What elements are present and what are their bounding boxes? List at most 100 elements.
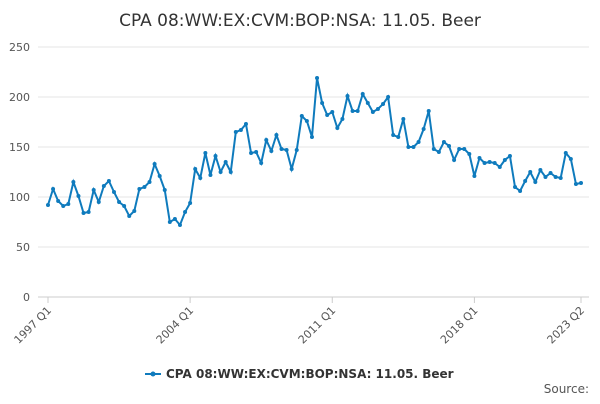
point: [172, 217, 177, 221]
point: [71, 180, 76, 184]
point: [264, 138, 269, 142]
point: [249, 151, 254, 155]
point: [51, 187, 56, 191]
point: [183, 210, 188, 214]
point: [122, 204, 127, 208]
y-tick-label: 250: [9, 41, 30, 54]
point: [472, 174, 477, 178]
x-tick-label: 2018 Q1: [438, 304, 481, 347]
point: [243, 122, 248, 126]
point: [111, 190, 116, 194]
chart-title: CPA 08:WW:EX:CVM:BOP:NSA: 11.05. Beer: [119, 11, 481, 31]
point: [152, 162, 157, 166]
point: [436, 150, 441, 154]
x-tick-label: 2004 Q1: [154, 304, 197, 347]
point: [477, 156, 482, 160]
point: [218, 170, 223, 174]
point: [523, 179, 528, 183]
point: [304, 119, 309, 123]
point: [518, 189, 523, 193]
point: [421, 127, 426, 131]
y-tick-label: 100: [9, 191, 30, 204]
point: [254, 150, 259, 154]
point: [157, 174, 162, 178]
point: [543, 175, 548, 179]
point: [528, 170, 533, 174]
point: [309, 135, 314, 139]
point: [502, 158, 507, 162]
point: [81, 211, 86, 215]
point: [447, 144, 452, 148]
point: [350, 109, 355, 113]
legend-label: CPA 08:WW:EX:CVM:BOP:NSA: 11.05. Beer: [166, 367, 454, 381]
point: [335, 126, 340, 130]
y-tick-label: 150: [9, 141, 30, 154]
point: [61, 204, 66, 208]
point: [340, 117, 345, 121]
point: [294, 148, 299, 152]
y-tick-label: 50: [16, 241, 30, 254]
x-tick-label: 2011 Q1: [296, 304, 339, 347]
point: [106, 179, 111, 183]
point: [315, 76, 320, 80]
point: [56, 199, 61, 203]
point: [375, 107, 380, 111]
x-tick-label: 1997 Q1: [12, 304, 55, 347]
point: [147, 180, 152, 184]
point: [274, 133, 279, 137]
point: [426, 109, 431, 113]
point: [269, 149, 274, 153]
source: Source:: [544, 382, 589, 396]
x-tick-label: 2023 Q2: [545, 304, 588, 347]
point: [76, 194, 81, 198]
point: [96, 200, 101, 204]
point: [325, 113, 330, 117]
point: [381, 102, 386, 106]
point: [289, 167, 294, 171]
point: [46, 203, 50, 207]
point: [223, 160, 228, 164]
point: [259, 161, 264, 165]
point: [441, 140, 446, 144]
point: [177, 223, 182, 227]
point: [411, 145, 416, 149]
point: [228, 170, 233, 174]
point: [127, 214, 132, 218]
point: [492, 161, 497, 165]
point: [66, 202, 71, 206]
point: [299, 114, 304, 118]
point: [365, 101, 370, 105]
point: [563, 151, 568, 155]
point: [431, 147, 436, 151]
point: [137, 187, 142, 191]
point: [462, 147, 467, 151]
point: [198, 176, 203, 180]
point: [467, 152, 472, 156]
point: [579, 181, 583, 185]
line: [47, 77, 582, 227]
point: [553, 175, 558, 179]
y-tick-label: 0: [23, 291, 30, 304]
point: [457, 147, 462, 151]
point: [386, 95, 391, 99]
point: [279, 147, 284, 151]
point: [497, 165, 502, 169]
point: [360, 92, 365, 96]
point: [91, 188, 96, 192]
point: [487, 160, 492, 164]
point: [188, 201, 193, 205]
point: [330, 110, 335, 114]
point: [284, 148, 289, 152]
point: [482, 161, 487, 165]
point: [401, 117, 406, 121]
point: [233, 130, 238, 134]
point: [208, 173, 213, 177]
point: [167, 220, 172, 224]
point: [568, 157, 573, 161]
point: [86, 210, 91, 214]
point: [203, 151, 208, 155]
point: [355, 109, 360, 113]
point: [391, 133, 396, 137]
point: [416, 140, 421, 144]
